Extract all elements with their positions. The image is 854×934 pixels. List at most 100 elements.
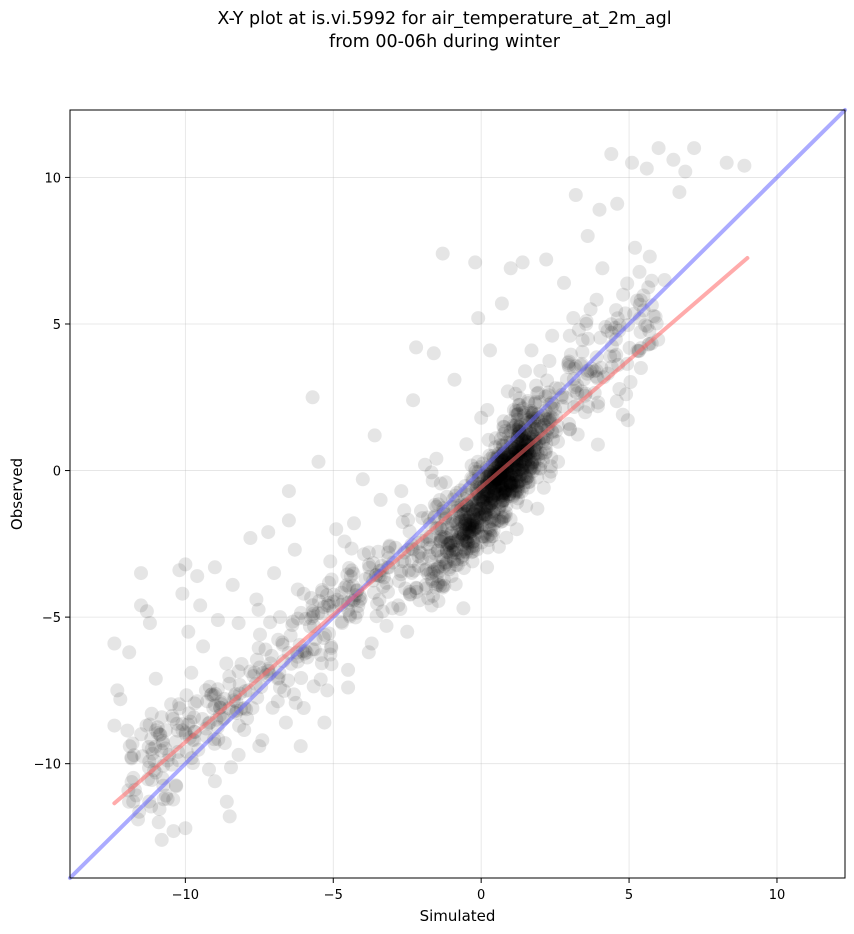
data-point [640, 319, 655, 334]
data-point [475, 518, 489, 533]
data-point [342, 579, 357, 594]
data-point [172, 697, 187, 712]
data-point [164, 697, 179, 712]
data-point [505, 484, 520, 499]
data-point [402, 524, 417, 539]
data-point [503, 475, 518, 490]
data-point [527, 452, 542, 467]
data-point [267, 566, 282, 581]
data-point [515, 401, 530, 416]
data-point [421, 591, 436, 606]
data-point [530, 470, 545, 485]
data-point [435, 580, 450, 595]
data-point [467, 522, 482, 537]
data-point [224, 760, 238, 775]
data-point [489, 451, 504, 466]
data-point [394, 564, 409, 579]
data-point [483, 501, 498, 516]
data-point [366, 556, 381, 571]
data-point [179, 744, 194, 759]
data-point [531, 461, 546, 476]
data-point [316, 631, 331, 645]
data-point [240, 711, 255, 726]
data-point [135, 749, 150, 764]
data-point [449, 516, 464, 530]
data-point [251, 641, 266, 655]
data-point [570, 427, 585, 442]
data-point [481, 511, 496, 525]
data-point [609, 347, 624, 362]
data-point [141, 740, 156, 754]
data-point [498, 472, 513, 487]
data-point [544, 451, 559, 465]
data-point [466, 541, 481, 556]
data-points [107, 141, 752, 847]
data-point [457, 527, 472, 542]
data-point [494, 296, 509, 311]
data-point [453, 545, 468, 560]
data-point [471, 496, 485, 511]
data-point [456, 601, 471, 616]
data-point [495, 478, 510, 493]
data-point [494, 514, 509, 529]
data-point [373, 492, 388, 507]
data-point [492, 513, 507, 528]
data-point [175, 723, 190, 738]
data-point [516, 466, 531, 481]
data-point [484, 529, 499, 544]
data-point [497, 485, 512, 500]
data-point [447, 554, 461, 569]
data-point [281, 484, 296, 499]
data-point [562, 416, 576, 431]
data-point [170, 723, 185, 738]
data-point [144, 742, 159, 756]
data-point [424, 598, 439, 613]
data-point [294, 605, 308, 620]
data-point [575, 344, 590, 359]
data-point [461, 523, 476, 538]
data-point [415, 511, 430, 526]
data-point [312, 594, 326, 609]
data-point [478, 498, 493, 513]
data-point [519, 468, 534, 483]
data-point [506, 403, 521, 417]
data-point [523, 426, 538, 441]
data-point [442, 562, 457, 577]
data-point [495, 477, 510, 492]
data-point [404, 554, 419, 569]
data-point [452, 515, 467, 530]
data-point [463, 516, 478, 531]
data-point [346, 579, 361, 594]
data-point [496, 419, 511, 434]
data-point [409, 340, 424, 355]
data-point [687, 141, 702, 156]
data-point [505, 470, 520, 485]
data-point [357, 547, 371, 562]
data-point [469, 502, 484, 517]
data-point [424, 554, 439, 569]
data-point [578, 386, 593, 401]
data-point [335, 616, 350, 630]
data-point [490, 479, 505, 494]
data-point [494, 514, 509, 529]
data-point [221, 701, 236, 716]
data-point [580, 229, 595, 243]
data-point [385, 601, 400, 616]
data-point [506, 418, 521, 433]
data-point [541, 385, 556, 400]
data-point [397, 503, 412, 518]
data-point [164, 757, 179, 772]
data-point [402, 587, 417, 601]
data-point [495, 494, 510, 508]
data-point [243, 531, 258, 545]
data-point [476, 529, 490, 544]
data-point [153, 727, 168, 742]
data-point [537, 411, 552, 426]
data-point [349, 583, 364, 598]
data-point [306, 609, 321, 624]
data-point [506, 466, 521, 481]
data-point [433, 578, 448, 593]
data-point [465, 517, 480, 531]
data-point [509, 418, 524, 433]
data-point [518, 475, 533, 490]
